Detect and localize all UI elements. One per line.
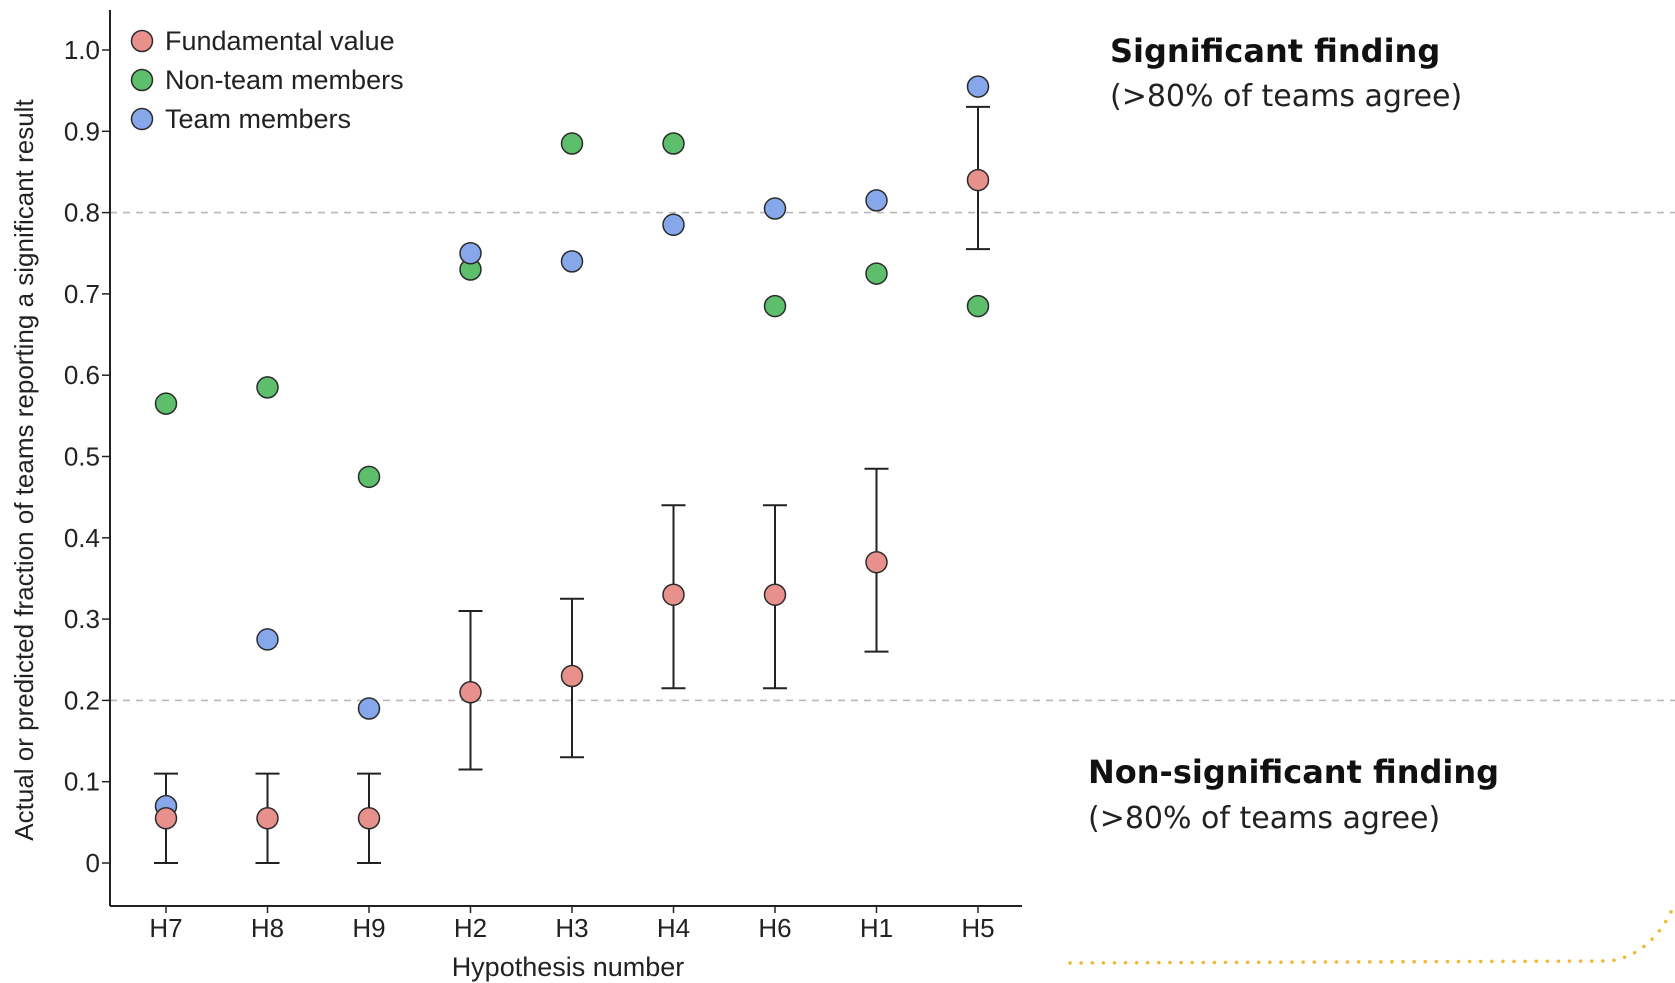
team-members-point <box>966 75 990 98</box>
reference-lines <box>110 211 1675 702</box>
fundamental-value-point <box>256 807 279 830</box>
annotation-nonsignificant-title: Non-significant finding <box>1088 753 1499 791</box>
fundamental-value-point <box>763 583 787 606</box>
fundamental-value-point <box>662 583 685 606</box>
x-ticks: H7 H8 H9 H2 H3 H4 H6 H1 H5 <box>149 906 995 943</box>
x-tick-label: H4 <box>657 913 690 943</box>
x-tick-label: H6 <box>758 913 791 943</box>
data-points <box>154 75 990 830</box>
non-team-members-point <box>560 132 584 155</box>
error-bars <box>154 105 990 864</box>
x-tick-label: H5 <box>961 913 994 943</box>
team-members-point <box>357 697 381 720</box>
non-team-members-point <box>662 132 685 155</box>
x-tick-label: H2 <box>454 913 487 943</box>
y-tick-label: 0.6 <box>64 360 100 390</box>
fundamental-value-point <box>865 550 888 574</box>
fundamental-value-point <box>459 681 482 704</box>
y-axis-label: Actual or predicted fraction of teams re… <box>9 99 39 841</box>
dotted-decoration <box>1068 908 1674 965</box>
team-members-point <box>560 250 584 273</box>
team-members-point <box>459 242 482 265</box>
axes <box>109 10 1022 907</box>
team-members-point <box>865 189 888 212</box>
team-members-point <box>662 213 685 237</box>
y-tick-label: 0.7 <box>64 279 100 309</box>
legend-marker-non-team-members <box>130 68 154 92</box>
non-team-members-point <box>357 465 381 489</box>
legend-label-non-team-members: Non-team members <box>165 65 404 95</box>
y-tick-label: 0.8 <box>64 198 100 228</box>
legend-label-team-members: Team members <box>165 104 351 134</box>
non-team-members-point <box>154 392 178 415</box>
y-tick-label: 0.1 <box>64 767 100 797</box>
x-tick-label: H1 <box>860 913 893 943</box>
non-team-members-point <box>256 376 279 399</box>
annotation-significant: Significant finding (>80% of teams agree… <box>1110 32 1462 114</box>
fundamental-value-point <box>357 807 381 830</box>
annotation-significant-subtitle: (>80% of teams agree) <box>1110 79 1462 114</box>
non-team-members-point <box>865 262 888 285</box>
x-tick-label: H9 <box>352 913 385 943</box>
legend-marker-fundamental-value <box>130 29 154 53</box>
team-members-point <box>256 628 279 651</box>
y-tick-label: 0.4 <box>64 523 100 553</box>
fundamental-value-point <box>966 168 990 192</box>
x-tick-label: H8 <box>251 913 284 943</box>
annotation-significant-title: Significant finding <box>1110 32 1440 70</box>
y-tick-label: 0.5 <box>64 442 100 472</box>
legend-marker-team-members <box>130 107 154 131</box>
y-tick-label: 0 <box>86 848 100 878</box>
annotation-nonsignificant: Non-significant finding (>80% of teams a… <box>1088 753 1499 836</box>
legend-label-fundamental-value: Fundamental value <box>165 26 395 56</box>
legend: Fundamental value Non-team members Team me… <box>130 26 404 134</box>
x-tick-label: H3 <box>555 913 588 943</box>
x-axis-label: Hypothesis number <box>452 952 685 982</box>
annotation-nonsignificant-subtitle: (>80% of teams agree) <box>1088 801 1440 836</box>
y-tick-label: 0.2 <box>64 685 100 715</box>
non-team-members-point <box>966 294 990 318</box>
non-team-members-point <box>763 294 787 318</box>
team-members-point <box>763 197 787 220</box>
y-tick-label: 0.3 <box>64 604 100 634</box>
y-ticks: 0 0.1 0.2 0.3 0.4 0.5 0.6 0.7 0.8 0.9 1.0 <box>64 35 110 878</box>
y-tick-label: 1.0 <box>64 35 100 65</box>
x-tick-label: H7 <box>149 913 182 943</box>
fundamental-value-point <box>560 664 584 688</box>
y-tick-label: 0.9 <box>64 116 100 146</box>
fundamental-value-point <box>154 807 178 830</box>
